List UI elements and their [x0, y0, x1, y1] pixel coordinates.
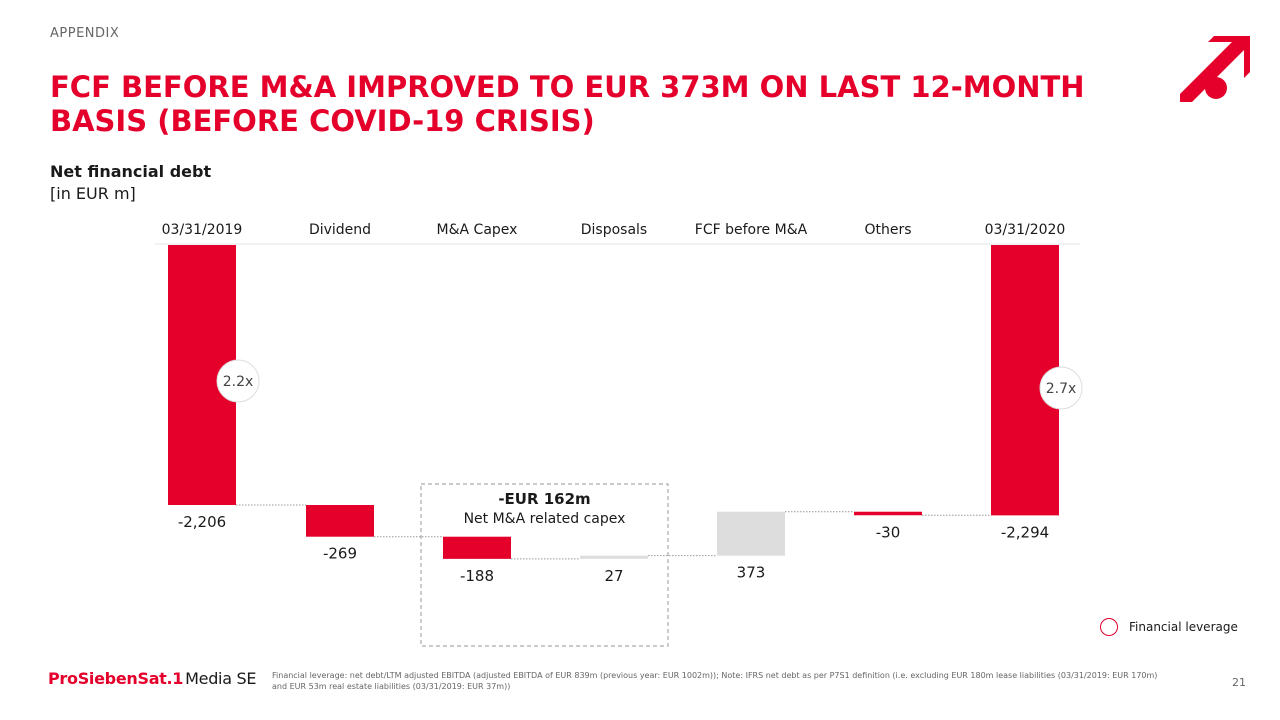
footer-logo: ProSiebenSat.1 Media SE	[48, 669, 256, 688]
annotation-text: Net M&A related capex	[464, 511, 626, 527]
footer-brand: ProSiebenSat.1	[48, 669, 184, 688]
bar-others	[854, 511, 922, 516]
value-label-others: -30	[876, 523, 901, 541]
category-label-others: Others	[864, 222, 911, 238]
value-label-03-31-2020: -2,294	[1001, 523, 1049, 541]
annotation-amount: -EUR 162m	[498, 490, 590, 508]
chart-unit-label: [in EUR m]	[50, 184, 136, 203]
value-label-disposals: 27	[604, 567, 623, 585]
footer-brand-suffix: Media SE	[185, 669, 257, 688]
leverage-label: 2.7x	[1046, 381, 1077, 397]
bar-dividend	[306, 505, 374, 537]
value-label-fcf-before-m-a: 373	[737, 564, 766, 582]
value-label-03-31-2019: -2,206	[178, 513, 226, 531]
legend-circle-icon	[1100, 618, 1118, 636]
page-number: 21	[1232, 676, 1246, 689]
category-label-03-31-2019: 03/31/2019	[162, 222, 243, 238]
category-label-disposals: Disposals	[581, 222, 647, 238]
value-label-dividend: -269	[323, 545, 357, 563]
leverage-circle	[216, 359, 260, 403]
annotation-box	[420, 483, 669, 647]
leverage-label: 2.2x	[223, 374, 254, 390]
category-label-dividend: Dividend	[309, 222, 371, 238]
bar-fcf-before-m-a	[717, 511, 785, 556]
prosiebensat1-logo-icon	[1180, 36, 1250, 102]
footnote: Financial leverage: net debt/LTM adjuste…	[272, 671, 1158, 691]
bar-disposals	[580, 555, 648, 559]
value-label-m-a-capex: -188	[460, 567, 494, 585]
category-label-m-a-capex: M&A Capex	[437, 222, 518, 238]
leverage-circle	[1039, 366, 1083, 410]
category-label-03-31-2020: 03/31/2020	[985, 222, 1066, 238]
page-title: FCF BEFORE M&A IMPROVED TO EUR 373M ON L…	[50, 70, 1085, 138]
bar-m-a-capex	[443, 536, 511, 559]
category-label-fcf-before-m-a: FCF before M&A	[695, 222, 808, 238]
legend-label: Financial leverage	[1129, 620, 1238, 634]
section-label: APPENDIX	[50, 26, 120, 41]
chart-subtitle: Net financial debt	[50, 162, 212, 181]
